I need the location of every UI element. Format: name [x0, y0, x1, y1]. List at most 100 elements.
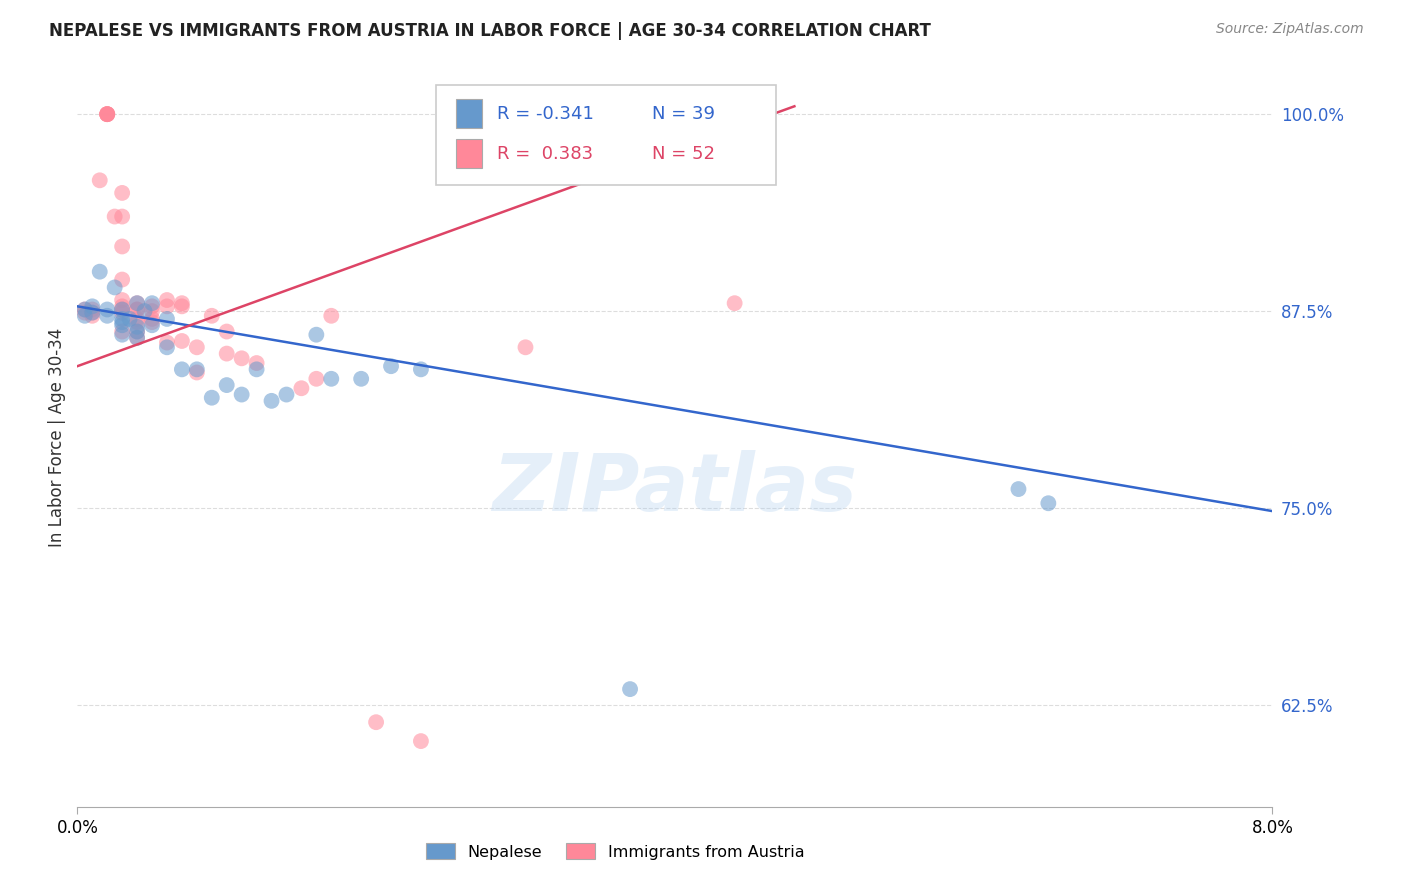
Immigrants from Austria — [141, 312, 163, 326]
Nepalese — [156, 312, 179, 326]
Immigrants from Austria — [409, 734, 432, 748]
Immigrants from Austria — [96, 107, 118, 121]
Nepalese — [276, 387, 298, 401]
Nepalese — [96, 309, 118, 323]
Immigrants from Austria — [73, 302, 96, 317]
Nepalese — [127, 331, 149, 345]
Immigrants from Austria — [111, 293, 134, 307]
Text: NEPALESE VS IMMIGRANTS FROM AUSTRIA IN LABOR FORCE | AGE 30-34 CORRELATION CHART: NEPALESE VS IMMIGRANTS FROM AUSTRIA IN L… — [49, 22, 931, 40]
Immigrants from Austria — [141, 304, 163, 318]
Nepalese — [111, 315, 134, 329]
Nepalese — [215, 378, 238, 392]
Nepalese — [111, 318, 134, 333]
Nepalese — [82, 305, 104, 319]
Immigrants from Austria — [111, 186, 134, 200]
Immigrants from Austria — [111, 210, 134, 224]
Immigrants from Austria — [96, 107, 118, 121]
Nepalese — [127, 296, 149, 310]
Immigrants from Austria — [82, 302, 104, 317]
Immigrants from Austria — [215, 325, 238, 339]
Nepalese — [134, 304, 156, 318]
Immigrants from Austria — [366, 715, 388, 730]
Nepalese — [104, 280, 127, 294]
FancyBboxPatch shape — [456, 99, 482, 128]
Nepalese — [82, 299, 104, 313]
Immigrants from Austria — [96, 107, 118, 121]
Nepalese — [619, 682, 641, 697]
Immigrants from Austria — [73, 305, 96, 319]
Text: R =  0.383: R = 0.383 — [496, 145, 593, 162]
Nepalese — [118, 312, 141, 326]
Immigrants from Austria — [170, 334, 193, 348]
Immigrants from Austria — [141, 315, 163, 329]
Nepalese — [141, 296, 163, 310]
Immigrants from Austria — [96, 107, 118, 121]
Immigrants from Austria — [201, 309, 224, 323]
Nepalese — [305, 327, 328, 342]
Immigrants from Austria — [186, 366, 208, 380]
Immigrants from Austria — [156, 335, 179, 350]
Immigrants from Austria — [290, 381, 312, 395]
Immigrants from Austria — [321, 309, 343, 323]
Immigrants from Austria — [156, 293, 179, 307]
Immigrants from Austria — [127, 325, 149, 339]
Nepalese — [141, 318, 163, 333]
Nepalese — [409, 362, 432, 376]
Immigrants from Austria — [127, 331, 149, 345]
Immigrants from Austria — [724, 296, 747, 310]
Nepalese — [321, 372, 343, 386]
Nepalese — [350, 372, 373, 386]
Nepalese — [1007, 482, 1029, 496]
Nepalese — [246, 362, 269, 376]
Legend: Nepalese, Immigrants from Austria: Nepalese, Immigrants from Austria — [419, 837, 811, 866]
Immigrants from Austria — [156, 299, 179, 313]
Immigrants from Austria — [127, 302, 149, 317]
Immigrants from Austria — [127, 296, 149, 310]
Immigrants from Austria — [170, 299, 193, 313]
Immigrants from Austria — [111, 299, 134, 313]
Nepalese — [111, 302, 134, 317]
Text: ZIPatlas: ZIPatlas — [492, 450, 858, 528]
Text: N = 39: N = 39 — [652, 104, 716, 122]
Nepalese — [89, 265, 111, 279]
FancyBboxPatch shape — [436, 86, 776, 186]
Nepalese — [73, 309, 96, 323]
Immigrants from Austria — [104, 210, 127, 224]
Immigrants from Austria — [127, 302, 149, 317]
Immigrants from Austria — [82, 309, 104, 323]
Immigrants from Austria — [111, 325, 134, 339]
Immigrants from Austria — [127, 312, 149, 326]
Text: Source: ZipAtlas.com: Source: ZipAtlas.com — [1216, 22, 1364, 37]
Nepalese — [156, 340, 179, 354]
Nepalese — [127, 319, 149, 334]
Immigrants from Austria — [111, 272, 134, 286]
Immigrants from Austria — [89, 173, 111, 187]
Nepalese — [111, 327, 134, 342]
Immigrants from Austria — [515, 340, 537, 354]
Immigrants from Austria — [215, 346, 238, 360]
Immigrants from Austria — [82, 305, 104, 319]
Immigrants from Austria — [186, 340, 208, 354]
Immigrants from Austria — [141, 299, 163, 313]
Nepalese — [73, 302, 96, 317]
Immigrants from Austria — [305, 372, 328, 386]
Nepalese — [260, 393, 283, 408]
Immigrants from Austria — [127, 315, 149, 329]
Nepalese — [380, 359, 402, 374]
Text: R = -0.341: R = -0.341 — [496, 104, 593, 122]
Nepalese — [231, 387, 253, 401]
Nepalese — [201, 391, 224, 405]
FancyBboxPatch shape — [456, 139, 482, 169]
Immigrants from Austria — [111, 305, 134, 319]
Nepalese — [127, 325, 149, 339]
Nepalese — [186, 362, 208, 376]
Text: N = 52: N = 52 — [652, 145, 716, 162]
Nepalese — [1038, 496, 1060, 510]
Nepalese — [170, 362, 193, 376]
Immigrants from Austria — [96, 107, 118, 121]
Immigrants from Austria — [246, 356, 269, 370]
Immigrants from Austria — [231, 351, 253, 366]
Immigrants from Austria — [111, 302, 134, 317]
Immigrants from Austria — [170, 296, 193, 310]
Nepalese — [111, 312, 134, 326]
